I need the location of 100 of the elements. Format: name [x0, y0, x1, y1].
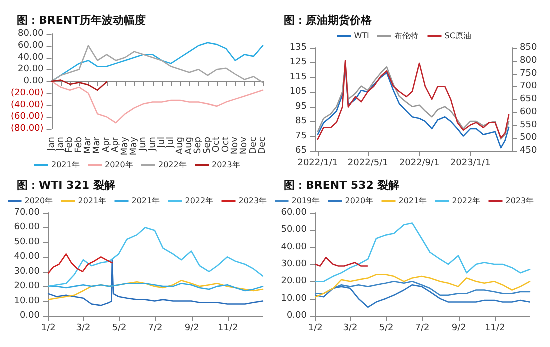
- y-tick-label: 75: [296, 131, 307, 142]
- x-tick-label: 7/2: [415, 324, 430, 334]
- x-tick-label: Aug: [175, 137, 186, 155]
- y-tick-label: (20.00): [10, 88, 44, 98]
- y-tick-label: 135: [290, 43, 307, 53]
- y-tick-label: 95: [296, 102, 307, 112]
- x-tick-label: 3/2: [343, 324, 358, 334]
- legend-label: 2021年: [132, 196, 160, 206]
- x-tick-label: Apr: [111, 136, 122, 153]
- legend-label: WTI: [354, 32, 370, 40]
- x-tick-label: Sep: [202, 136, 213, 154]
- y-tick-label: 20.00: [18, 64, 44, 75]
- y2-tick-label: 750: [520, 68, 538, 79]
- y-tick-label: 125: [290, 58, 307, 68]
- y-tick-label: 30.00: [14, 266, 40, 277]
- legend-label: 2020年: [24, 196, 54, 206]
- x-tick-label: 7/2: [148, 324, 163, 334]
- x-tick-label: 2022/9/1: [399, 158, 440, 168]
- y-tick-label: 40.00: [14, 252, 40, 262]
- y-tick-label: 40.00: [281, 242, 308, 252]
- x-tick-label: 1/2: [41, 324, 56, 334]
- y-tick-label: 60.00: [14, 222, 40, 233]
- y2-tick-label: 850: [520, 43, 538, 53]
- y-tick-label: (60.00): [10, 112, 44, 122]
- x-tick-label: 2022/5/1: [348, 158, 388, 168]
- y-tick-label: 65: [296, 146, 307, 156]
- y-tick-label: 0.00: [24, 76, 44, 86]
- x-tick-label: Oct: [212, 136, 222, 153]
- y-tick-label: (40.00): [10, 100, 44, 110]
- legend-label: 2021年: [52, 160, 80, 170]
- x-tick-label: Jul: [156, 137, 167, 149]
- legend-label: 2021年: [78, 196, 107, 206]
- y-tick-label: 50.00: [14, 237, 40, 248]
- legend-label: 2022年: [158, 160, 187, 170]
- x-tick-label: Dec: [248, 136, 259, 154]
- x-tick-label: 5/2: [112, 324, 127, 334]
- legend-label: 2023年: [506, 196, 534, 206]
- x-tick-label: Mar: [84, 136, 94, 154]
- y-tick-label: 50.00: [281, 225, 308, 236]
- x-tick-label: Nov: [240, 136, 250, 155]
- x-tick-label: Jul: [166, 137, 176, 149]
- y-tick-label: 80.00: [18, 29, 44, 39]
- y2-tick-label: 500: [520, 133, 538, 144]
- y-tick-label: 10.00: [281, 294, 308, 304]
- x-tick-label: 1/2: [308, 324, 323, 334]
- chart-title: 图：WTI 321 裂解: [17, 179, 116, 192]
- legend-label: 2019年: [292, 196, 320, 206]
- x-tick-label: Jan: [56, 137, 66, 152]
- x-tick-label: Sep: [194, 136, 204, 154]
- y-tick-label: 40.00: [18, 52, 44, 63]
- x-tick-label: Nov: [230, 136, 240, 155]
- x-tick-label: 9/2: [452, 324, 466, 334]
- y-tick-label: 85: [296, 116, 307, 127]
- legend-label: 2022年: [452, 196, 481, 206]
- x-tick-label: Jun: [148, 137, 158, 152]
- chart-title: 图：BRENT 532 裂解: [284, 179, 400, 192]
- y-tick-label: 115: [290, 72, 307, 82]
- y-tick-label: 0.00: [20, 311, 40, 321]
- x-tick-label: Feb: [74, 136, 84, 153]
- legend-label: 2023年: [238, 196, 268, 206]
- x-tick-label: 11/2: [218, 324, 238, 334]
- y-tick-label: 30.00: [281, 260, 308, 270]
- x-tick-label: May: [129, 136, 140, 156]
- x-tick-label: 9/2: [184, 324, 200, 334]
- x-tick-label: 11/2: [485, 324, 506, 334]
- y-tick-label: 105: [290, 87, 307, 98]
- x-tick-label: Feb: [65, 136, 76, 153]
- x-tick-label: 2022/1/1: [298, 158, 338, 168]
- legend-label: 2020年: [345, 196, 374, 206]
- y-tick-label: 10.00: [14, 296, 40, 306]
- y2-tick-label: 450: [520, 146, 538, 156]
- legend-label: 2020年: [105, 160, 134, 170]
- x-tick-label: Jun: [138, 137, 149, 152]
- x-tick-label: May: [120, 136, 130, 156]
- y2-tick-label: 800: [520, 56, 538, 66]
- legend-label: 2021年: [398, 196, 428, 206]
- y-tick-label: 20.00: [14, 282, 40, 292]
- y-tick-label: (80.00): [10, 124, 44, 134]
- x-tick-label: Oct: [221, 136, 232, 153]
- y2-tick-label: 700: [520, 82, 538, 92]
- x-tick-label: Dec: [258, 136, 268, 154]
- x-tick-label: Jan: [46, 137, 57, 152]
- y2-tick-label: 600: [520, 107, 538, 118]
- chart-title: 图：原油期货价格: [284, 14, 373, 27]
- y2-tick-label: 550: [520, 120, 538, 130]
- legend-label: SC原油: [444, 32, 472, 40]
- x-tick-label: Aug: [184, 137, 195, 155]
- y-tick-label: 60.00: [281, 208, 308, 218]
- chart-title: 图：BRENT历年波动幅度: [17, 14, 146, 27]
- x-tick-label: Mar: [92, 136, 103, 154]
- y-tick-label: 20.00: [281, 276, 308, 287]
- x-tick-label: 3/2: [76, 324, 91, 334]
- x-tick-label: Apr: [102, 136, 112, 153]
- legend-label: 2023年: [212, 160, 240, 170]
- legend-label: 布伦特: [394, 32, 418, 40]
- y-tick-label: 60.00: [18, 40, 44, 51]
- x-tick-label: 2023/1/1: [450, 158, 491, 168]
- x-tick-label: 5/2: [379, 324, 394, 334]
- y-tick-label: 70.00: [14, 208, 40, 218]
- y2-tick-label: 650: [520, 94, 538, 104]
